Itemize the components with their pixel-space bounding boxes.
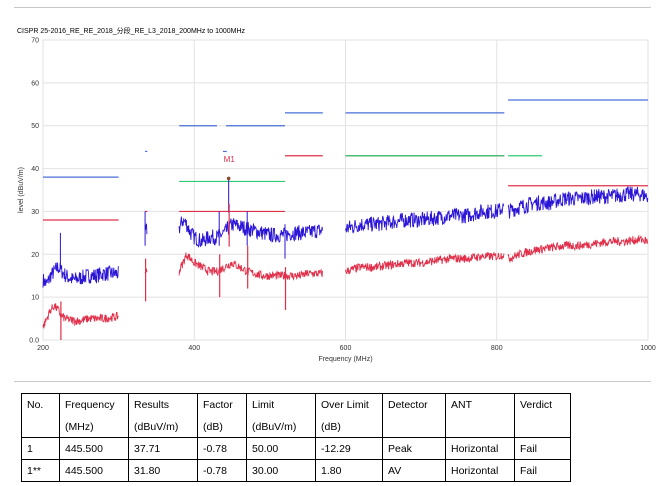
chart-title: CISPR 25-2016_RE_RE_2018_分段_RE_L3_2018_2… [17, 28, 246, 35]
table-cell: 445.500 [59, 459, 129, 482]
y-tick-label: 50 [31, 123, 39, 130]
y-tick-label: 10 [31, 295, 39, 302]
table-cell: Verdict [514, 393, 571, 416]
table-cell: ANT [445, 393, 515, 416]
table-cell: Frequency [59, 393, 129, 416]
table-header-units-row: (MHz) (dBuV/m) (dB) (dBuV/m) (dB) [21, 415, 571, 438]
table-cell: (dB) [315, 415, 383, 438]
y-axis-label: level (dBuV/m) [18, 167, 25, 213]
average-trace [345, 252, 505, 275]
y-tick-label: 20 [31, 252, 39, 259]
y-tick-label: 60 [31, 80, 39, 87]
peak-trace [345, 203, 505, 234]
grid [42, 39, 649, 341]
table-cell: -0.78 [197, 459, 247, 482]
bottom-divider [14, 381, 651, 382]
y-tick-label: 70 [31, 38, 39, 45]
results-table: No. Frequency Results Factor Limit Over Limit… [21, 393, 571, 482]
emission-chart: M1 0.0 10 20 30 40 50 60 70 200 400 600 800 1000 Freq… [18, 38, 656, 364]
table-cell [445, 415, 515, 438]
table-cell: 445.500 [59, 437, 129, 460]
axes: 0.0 10 20 30 40 50 60 70 200 400 600 800 1000 Frequen… [18, 38, 656, 364]
table-cell: Peak [382, 437, 446, 460]
table-cell: 31.80 [128, 459, 198, 482]
table-cell: (dBuV/m) [246, 415, 316, 438]
table-cell: (dBuV/m) [128, 415, 198, 438]
table-cell [514, 415, 571, 438]
average-trace [42, 303, 119, 329]
table-cell: -0.78 [197, 437, 247, 460]
x-tick-label: 800 [491, 345, 503, 352]
x-axis-label: Frequency (MHz) [318, 356, 372, 363]
table-cell: Fail [514, 437, 571, 460]
top-divider [14, 7, 651, 8]
average-trace [507, 235, 649, 264]
table-cell: Factor [197, 393, 247, 416]
table-row: 1** 445.500 31.80 -0.78 30.00 1.80 AV Horizonta… [21, 459, 571, 482]
marker-label: M1 [224, 155, 236, 164]
table-cell: 1** [21, 459, 60, 482]
average-trace [178, 252, 323, 281]
trace-lines [42, 178, 649, 340]
peak-trace [42, 262, 119, 288]
x-tick-label: 200 [37, 345, 49, 352]
table-cell: 37.71 [128, 437, 198, 460]
table-cell: Horizontal [445, 459, 515, 482]
table-cell: 1.80 [315, 459, 383, 482]
peak-trace [507, 185, 649, 219]
table-cell: Results [128, 393, 198, 416]
table-cell: 30.00 [246, 459, 316, 482]
table-cell: Detector [382, 393, 446, 416]
markers: M1 [224, 155, 236, 181]
table-cell: (dB) [197, 415, 247, 438]
table-cell: Horizontal [445, 437, 515, 460]
table-cell: 1 [21, 437, 60, 460]
peak-trace [178, 216, 323, 248]
x-tick-label: 1000 [640, 345, 656, 352]
table-header-row: No. Frequency Results Factor Limit Over Limit… [21, 393, 571, 416]
table-cell: No. [21, 393, 60, 416]
table-cell [21, 415, 60, 438]
table-cell: -12.29 [315, 437, 383, 460]
table-cell: Over Limit [315, 393, 383, 416]
table-cell: (MHz) [59, 415, 129, 438]
marker-point [226, 176, 231, 181]
x-tick-label: 400 [188, 345, 200, 352]
y-tick-label: 40 [31, 166, 39, 173]
table-cell: AV [382, 459, 446, 482]
y-tick-label: 0.0 [29, 338, 39, 345]
table-cell: 50.00 [246, 437, 316, 460]
table-cell [382, 415, 446, 438]
limit-lines [43, 99, 648, 221]
table-cell: Fail [514, 459, 571, 482]
table-cell: Limit [246, 393, 316, 416]
table-row: 1 445.500 37.71 -0.78 50.00 -12.29 Peak Horizon… [21, 437, 571, 460]
y-tick-label: 30 [31, 209, 39, 216]
x-tick-label: 600 [340, 345, 352, 352]
